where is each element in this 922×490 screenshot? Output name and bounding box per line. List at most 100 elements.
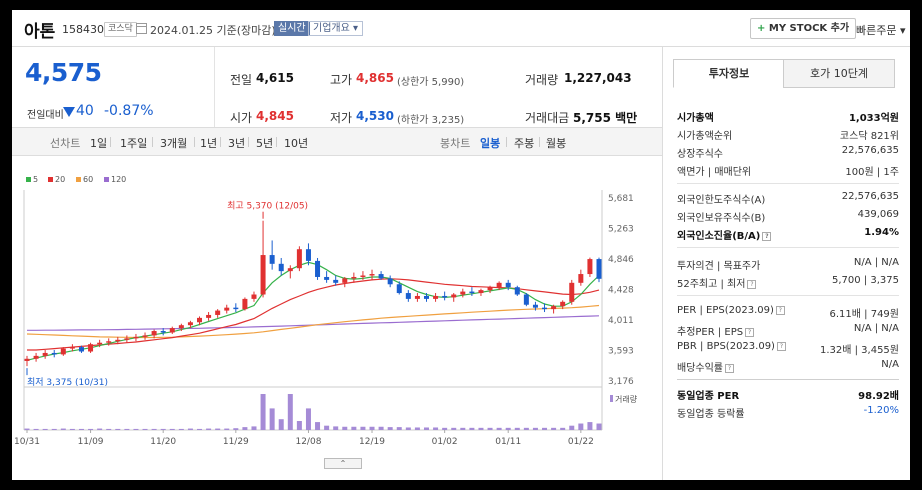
x-tick-label: 01/11 (495, 437, 521, 447)
volume-bar (278, 419, 284, 430)
candle (60, 347, 66, 356)
volume-bar (169, 428, 175, 430)
tab-divider (152, 137, 153, 147)
period-tabs: 선차트 1일 1주일 3개월 1년 3년 5년 10년 봉차트 일봉 주봉 월봉 (12, 128, 662, 156)
upper-limit: (상한가 5,990) (397, 77, 465, 88)
candle-body (587, 259, 593, 275)
diff-label: 전일대비 (27, 110, 64, 121)
market-cap-value: 1,033억원 (848, 113, 899, 124)
tab-invest-info[interactable]: 투자정보 (673, 59, 785, 88)
candle-body (206, 314, 212, 318)
foreign-hold-row: 외국인보유주식수(B) 439,069 (677, 209, 899, 224)
candle (596, 257, 602, 283)
volume-bar (478, 427, 484, 430)
candle-body (423, 295, 429, 299)
section-divider (677, 247, 899, 248)
tab-3y[interactable]: 3년 (228, 137, 246, 150)
tab-weekly[interactable]: 주봉 (514, 137, 535, 150)
par-value-row: 액면가 | 매매단위 100원 | 1주 (677, 163, 899, 178)
volume-bar (523, 427, 529, 430)
candle-body (478, 290, 484, 294)
ma60-line (26, 304, 600, 339)
tab-1y[interactable]: 1년 (200, 137, 218, 150)
candle-body (260, 255, 266, 295)
volume-bar (505, 427, 511, 430)
help-icon[interactable]: ? (745, 327, 755, 337)
tab-3m[interactable]: 3개월 (160, 137, 188, 150)
tab-divider (220, 137, 221, 147)
expand-chart-button[interactable]: ⌃ (324, 458, 362, 469)
x-tick-label: 11/20 (150, 437, 176, 447)
quick-order-dropdown[interactable]: 빠른주문 ▾ (856, 24, 906, 37)
prev-close-value: 4,615 (256, 71, 294, 85)
y-tick-label: 3,593 (608, 347, 634, 357)
volume-bar (51, 428, 57, 430)
volume-bar (451, 427, 457, 430)
help-icon[interactable]: ? (776, 341, 786, 351)
add-mystock-button[interactable]: + MY STOCK 추가 (750, 18, 857, 39)
volume-bar (242, 427, 248, 430)
foreign-limit-row: 외국인한도주식수(A) 22,576,635 (677, 191, 899, 206)
tab-daily[interactable]: 일봉 (480, 137, 501, 150)
candle-body (296, 249, 302, 269)
help-icon[interactable]: ? (725, 363, 734, 373)
tab-10y[interactable]: 10년 (284, 137, 309, 150)
volume-bar (178, 428, 184, 430)
legend-ma120: 120 (104, 175, 126, 184)
pbr-text: PBR | BPS(2023.09) (677, 341, 775, 352)
volume-bar (387, 427, 393, 430)
volume-bar (578, 423, 584, 430)
candle (242, 297, 248, 311)
realtime-button[interactable]: 실시간 (274, 21, 310, 36)
help-icon[interactable]: ? (775, 305, 785, 315)
est-per-row: 추정PER | EPS? N/A | N/A (677, 323, 899, 338)
volume-bar (305, 408, 311, 430)
open-label: 시가 (230, 111, 253, 125)
candle-body (433, 295, 439, 299)
candle-body (569, 282, 575, 302)
candle-body (97, 342, 103, 345)
help-icon[interactable]: ? (747, 279, 757, 289)
tab-5y[interactable]: 5년 (256, 137, 274, 150)
help-icon[interactable]: ? (762, 231, 772, 241)
volume-bar (142, 428, 148, 430)
company-info-dropdown[interactable]: 기업개요 ▾ (308, 21, 363, 36)
line-chart-label[interactable]: 선차트 (50, 137, 81, 150)
stock-widget: 아톤 158430 코스닥 2024.01.25 기준(장마감) 실시간 기업개… (12, 10, 910, 480)
candle (578, 269, 584, 286)
volume-bar (596, 423, 602, 430)
market-cap-row: 시가총액 1,033억원 (677, 109, 899, 124)
candle (69, 344, 75, 352)
tab-monthly[interactable]: 월봉 (546, 137, 567, 150)
candle (151, 329, 157, 339)
plus-icon: + (757, 23, 766, 34)
high-annotation: 최고 5,370 (12/05) (227, 201, 308, 212)
volume-label: 거래량 (525, 73, 559, 87)
candle-body (487, 287, 493, 291)
per-text: PER | EPS(2023.09) (677, 305, 774, 316)
candle-body (414, 295, 420, 299)
diff-value: 40 (76, 103, 94, 119)
price-chart[interactable]: 5,681 5,263 4,846 4,428 4,011 3,593 3,176 최고 5,… (12, 156, 662, 456)
candle (378, 271, 384, 280)
volume-bar (351, 426, 357, 430)
week52-text: 52주최고 | 최저 (677, 279, 746, 290)
tab-orderbook[interactable]: 호가 10단계 (783, 59, 895, 88)
volume-bar (469, 427, 475, 430)
volume-legend-swatch (610, 395, 613, 402)
tab-divider (110, 137, 111, 147)
tab-divider (506, 137, 507, 147)
volume-bar (532, 427, 538, 430)
tab-1w[interactable]: 1주일 (120, 137, 148, 150)
foreign-limit-value: 22,576,635 (841, 191, 899, 202)
foreign-hold-value: 439,069 (857, 209, 899, 220)
candle-chart-label[interactable]: 봉차트 (440, 137, 471, 150)
listed-shares-value: 22,576,635 (841, 145, 899, 156)
cap-rank-label: 시가총액순위 (677, 131, 733, 142)
candle-body (596, 259, 602, 279)
tab-1d[interactable]: 1일 (90, 137, 108, 150)
candle-body (369, 274, 375, 276)
candle-body (151, 331, 157, 336)
pbr-label: PBR | BPS(2023.09)? (677, 341, 786, 352)
candle (396, 281, 402, 295)
